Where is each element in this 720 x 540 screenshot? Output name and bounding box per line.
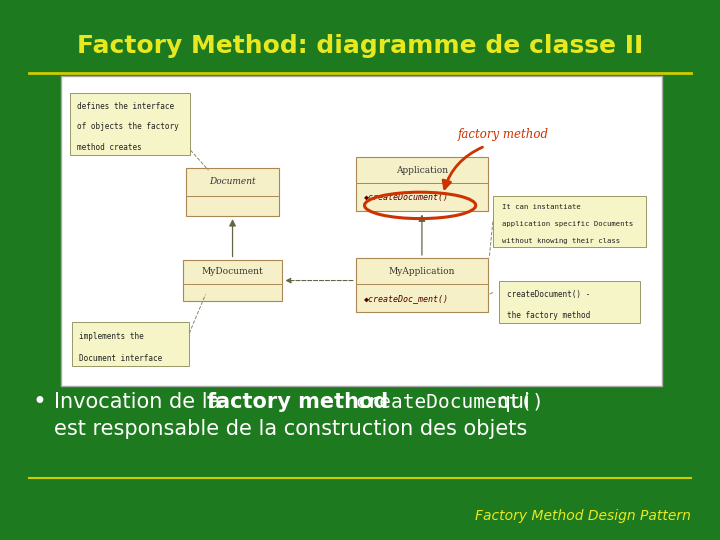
Text: qui: qui bbox=[491, 392, 530, 413]
Bar bbox=[61, 76, 662, 386]
Text: ◆createDocument(): ◆createDocument() bbox=[364, 193, 449, 202]
Text: defines the interface: defines the interface bbox=[78, 102, 174, 111]
Text: Factory Method Design Pattern: Factory Method Design Pattern bbox=[475, 509, 691, 523]
Text: •: • bbox=[32, 390, 46, 414]
FancyArrowPatch shape bbox=[443, 147, 482, 188]
Text: MyApplication: MyApplication bbox=[389, 267, 455, 275]
Text: ◆createDoc_ment(): ◆createDoc_ment() bbox=[364, 294, 449, 303]
Text: the factory method: the factory method bbox=[507, 312, 590, 320]
Text: Application: Application bbox=[396, 166, 448, 174]
Text: factory method: factory method bbox=[207, 392, 388, 413]
Bar bbox=[183, 260, 282, 301]
Text: It can instantiate: It can instantiate bbox=[502, 204, 580, 210]
Text: method creates: method creates bbox=[78, 143, 142, 152]
Text: est responsable de la construction des objets: est responsable de la construction des o… bbox=[54, 419, 527, 440]
Bar bbox=[186, 168, 279, 216]
Text: MyDocument: MyDocument bbox=[202, 267, 264, 276]
Text: Invocation de la: Invocation de la bbox=[54, 392, 227, 413]
Bar bbox=[498, 281, 640, 323]
Text: createDocument(): createDocument() bbox=[343, 393, 544, 412]
Bar bbox=[492, 196, 646, 247]
Text: without knowing their class: without knowing their class bbox=[502, 238, 620, 244]
Text: Document: Document bbox=[210, 178, 256, 186]
Text: application specific Documents: application specific Documents bbox=[502, 221, 633, 227]
Text: factory method: factory method bbox=[458, 128, 549, 141]
Text: implements the: implements the bbox=[78, 332, 143, 341]
Bar bbox=[72, 322, 189, 366]
Text: Document interface: Document interface bbox=[78, 354, 162, 363]
Bar bbox=[71, 93, 191, 155]
Text: Factory Method: diagramme de classe II: Factory Method: diagramme de classe II bbox=[77, 34, 643, 58]
Bar bbox=[356, 258, 488, 312]
Text: createDocument() -: createDocument() - bbox=[507, 291, 590, 299]
Text: of objects the factory: of objects the factory bbox=[78, 123, 179, 131]
Bar bbox=[356, 157, 488, 212]
